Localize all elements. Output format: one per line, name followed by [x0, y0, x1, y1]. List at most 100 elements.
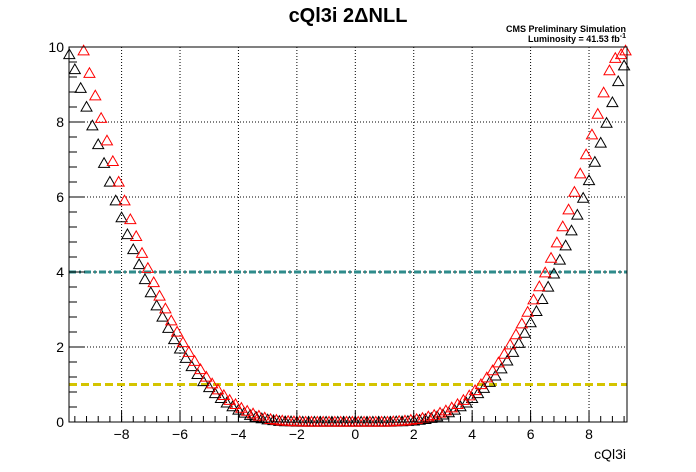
data-point — [164, 314, 178, 326]
data-point — [524, 316, 537, 328]
data-markers — [62, 44, 632, 427]
data-point — [503, 338, 517, 350]
y-tick-label: 6 — [56, 189, 64, 205]
data-point — [576, 191, 590, 203]
x-tick-label: 4 — [468, 426, 476, 442]
x-tick-label: 0 — [351, 426, 359, 442]
data-point — [194, 362, 207, 375]
data-point — [205, 377, 219, 389]
data-point — [518, 326, 532, 338]
data-point — [486, 364, 499, 376]
data-point — [156, 310, 169, 322]
data-point — [217, 388, 231, 400]
data-point — [565, 224, 578, 236]
data-point — [454, 400, 467, 412]
data-point — [477, 381, 491, 393]
data-point — [611, 74, 625, 87]
data-point — [439, 404, 453, 416]
data-point — [468, 383, 482, 396]
data-point — [106, 154, 120, 166]
data-point — [199, 370, 213, 382]
data-point — [535, 292, 549, 304]
data-point — [497, 347, 511, 359]
data-point — [541, 280, 555, 292]
data-point — [83, 66, 96, 78]
data-point — [141, 261, 155, 273]
data-point — [521, 305, 535, 317]
data-point — [118, 194, 131, 206]
chart-title: cQl3i 2ΔNLL — [289, 5, 408, 27]
data-point — [600, 116, 613, 128]
data-point — [448, 403, 461, 415]
data-point — [121, 227, 134, 240]
data-point — [150, 299, 164, 311]
data-point — [91, 137, 105, 150]
data-point — [603, 64, 616, 76]
data-point — [530, 304, 543, 316]
data-point — [585, 128, 599, 140]
data-point — [506, 345, 520, 357]
data-point — [252, 409, 266, 421]
data-point — [568, 185, 581, 197]
x-tick-label: 6 — [527, 426, 535, 442]
data-point — [135, 246, 149, 258]
data-point — [445, 401, 459, 413]
data-point — [167, 332, 181, 345]
data-point — [94, 111, 108, 123]
data-point — [544, 251, 558, 263]
data-point — [161, 321, 175, 333]
data-point — [594, 136, 608, 148]
cms-annotation: CMS Preliminary Simulation — [506, 24, 626, 34]
luminosity-text: Luminosity = 41.53 fb — [528, 34, 620, 44]
data-point — [173, 342, 187, 354]
data-point — [97, 156, 111, 168]
x-tick-label: 8 — [585, 426, 593, 442]
data-point — [614, 47, 628, 60]
data-point — [214, 391, 228, 403]
data-point — [86, 119, 99, 131]
plot-frame — [68, 46, 628, 423]
data-point — [249, 410, 263, 422]
y-tick-label: 10 — [48, 39, 64, 55]
data-point — [182, 345, 196, 357]
luminosity-superscript: -1 — [620, 33, 626, 40]
y-tick-label: 4 — [56, 264, 64, 280]
x-axis-label: cQl3i — [594, 446, 626, 462]
data-point — [129, 229, 143, 241]
data-point — [179, 351, 193, 363]
data-point — [556, 220, 570, 232]
data-point — [492, 356, 505, 368]
x-tick-label: −4 — [230, 426, 246, 442]
data-point — [138, 272, 152, 285]
y-tick-label: 8 — [56, 114, 64, 130]
y-tick-label: 2 — [56, 339, 64, 355]
data-point — [246, 407, 260, 419]
tick-labels: −8 −6 −4 −2 0 2 4 6 8 0 2 4 6 8 10 — [48, 39, 593, 442]
data-point — [240, 404, 254, 416]
data-point — [532, 280, 546, 292]
data-point — [451, 397, 464, 409]
data-point — [591, 107, 605, 119]
data-point — [159, 302, 172, 314]
data-point — [220, 396, 234, 408]
data-point — [538, 266, 552, 278]
data-point — [606, 95, 619, 108]
data-point — [515, 317, 529, 329]
x-tick-label: −6 — [172, 426, 188, 442]
data-point — [188, 354, 201, 366]
data-point — [550, 236, 564, 248]
data-point — [619, 44, 632, 56]
data-point — [103, 175, 117, 187]
data-point — [80, 100, 93, 112]
axis-ticks — [69, 46, 625, 423]
x-tick-label: −2 — [289, 426, 305, 442]
data-point — [573, 167, 587, 179]
data-point — [132, 257, 146, 270]
data-point — [202, 380, 216, 393]
data-point — [208, 386, 222, 399]
data-point — [527, 293, 540, 305]
data-point — [226, 400, 239, 412]
data-point — [223, 393, 237, 405]
x-tick-label: −8 — [114, 426, 130, 442]
